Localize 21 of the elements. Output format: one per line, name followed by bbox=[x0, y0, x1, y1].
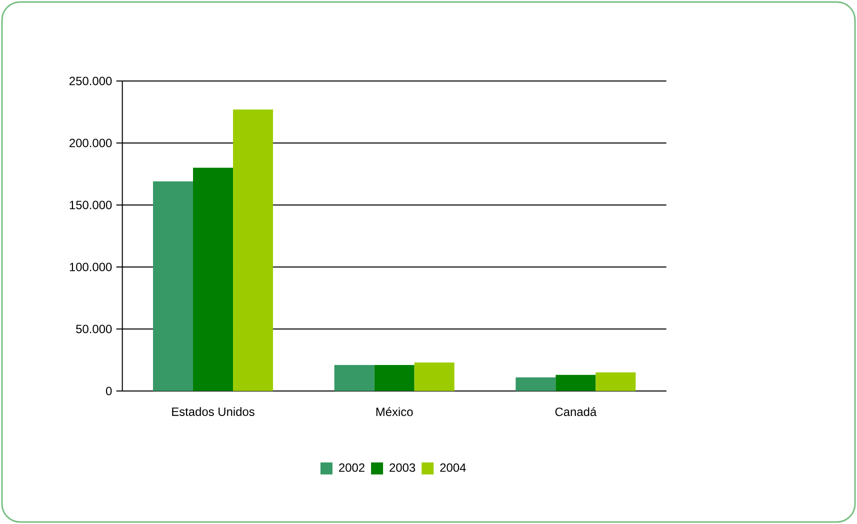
bar bbox=[334, 364, 374, 391]
legend-label: 2002 bbox=[339, 463, 364, 472]
x-tick-label: México bbox=[376, 407, 413, 416]
bar bbox=[233, 110, 274, 391]
y-tick-label: 0 bbox=[106, 386, 112, 396]
bar bbox=[516, 377, 556, 391]
y-tick-label: 250.000 bbox=[70, 76, 112, 86]
bar bbox=[374, 364, 414, 391]
y-tick-label: 100.000 bbox=[70, 262, 112, 272]
bar bbox=[153, 181, 194, 391]
legend-label: 2003 bbox=[390, 463, 416, 472]
bar bbox=[414, 362, 454, 391]
bar bbox=[596, 372, 636, 391]
y-tick-label: 50.000 bbox=[76, 324, 112, 334]
x-tick-label: Canadá bbox=[555, 407, 597, 416]
x-tick-label: Estados Unidos bbox=[172, 407, 254, 416]
y-tick-label: 200.000 bbox=[70, 138, 112, 148]
y-tick-label: 150.000 bbox=[70, 200, 112, 210]
bar bbox=[193, 168, 234, 391]
bar bbox=[556, 374, 596, 391]
legend-label: 2004 bbox=[440, 463, 466, 472]
